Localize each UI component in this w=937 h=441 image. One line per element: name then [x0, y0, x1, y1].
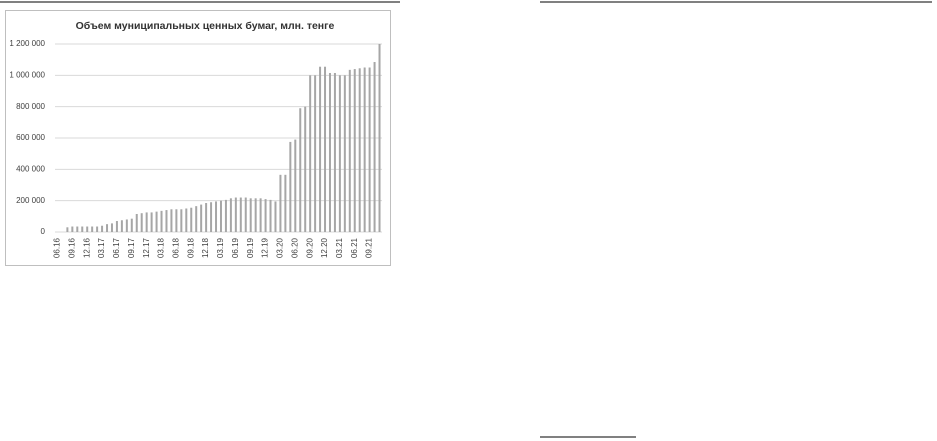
- bar: [91, 226, 94, 232]
- bar: [328, 72, 331, 232]
- bar: [195, 206, 198, 232]
- bar: [215, 201, 218, 232]
- bar: [71, 226, 74, 232]
- x-tick-label: 06.16: [53, 237, 62, 258]
- bar: [165, 210, 168, 232]
- bar: [125, 219, 128, 232]
- bar: [269, 199, 272, 232]
- bar: [210, 202, 213, 232]
- bar: [314, 75, 317, 232]
- x-tick-label: 12.17: [142, 237, 151, 258]
- x-tick-label: 03.20: [276, 237, 285, 258]
- bar: [175, 209, 178, 232]
- bar: [224, 199, 227, 232]
- x-tick-label: 06.19: [231, 237, 240, 258]
- bar: [110, 223, 113, 232]
- x-tick-label: 09.20: [305, 237, 314, 258]
- x-tick-label: 09.19: [246, 237, 255, 258]
- bar: [205, 203, 208, 232]
- bar: [190, 207, 193, 232]
- y-tick-label: 200 000: [16, 196, 45, 205]
- bar: [264, 199, 267, 232]
- x-tick-label: 09.21: [365, 237, 374, 258]
- bar: [373, 62, 376, 233]
- bar: [120, 220, 123, 232]
- bar: [81, 226, 84, 232]
- bar: [234, 197, 237, 232]
- bar: [343, 75, 346, 232]
- bar: [358, 68, 361, 233]
- bar: [66, 227, 69, 232]
- bar: [319, 66, 322, 232]
- bar: [160, 210, 163, 232]
- bar: [200, 204, 203, 232]
- x-tick-label: 06.21: [350, 237, 359, 258]
- bar: [219, 200, 222, 232]
- bar: [378, 44, 381, 232]
- bar: [284, 174, 287, 232]
- x-tick-label: 06.17: [112, 237, 121, 258]
- x-tick-label: 09.16: [67, 237, 76, 258]
- bar: [106, 224, 109, 232]
- bar: [304, 106, 307, 232]
- bar: [76, 226, 79, 232]
- bar: [259, 198, 262, 232]
- bar: [145, 212, 148, 232]
- x-tick-label: 03.18: [157, 237, 166, 258]
- bar: [115, 221, 118, 232]
- x-tick-label: 12.19: [261, 237, 270, 258]
- bar: [353, 69, 356, 232]
- y-tick-label: 800 000: [16, 102, 45, 111]
- y-tick-label: 400 000: [16, 164, 45, 173]
- bar: [135, 213, 138, 232]
- bar: [170, 209, 173, 232]
- x-tick-label: 12.20: [320, 237, 329, 258]
- bar: [348, 69, 351, 232]
- bar: [338, 75, 341, 232]
- bar: [239, 197, 242, 232]
- bar: [130, 218, 133, 232]
- bar: [96, 226, 99, 232]
- bar: [101, 225, 104, 232]
- bar: [244, 197, 247, 232]
- bar: [254, 198, 257, 232]
- bar: [180, 209, 183, 232]
- x-tick-label: 06.18: [171, 237, 180, 258]
- bar: [294, 139, 297, 232]
- chart-title: Объем муниципальных ценных бумаг, млн. т…: [76, 20, 335, 32]
- x-tick-label: 09.17: [127, 237, 136, 258]
- bar: [333, 72, 336, 232]
- x-tick-label: 03.21: [335, 237, 344, 258]
- x-tick-label: 03.17: [97, 237, 106, 258]
- bar: [279, 174, 282, 232]
- x-tick-label: 03.19: [216, 237, 225, 258]
- bar: [249, 198, 252, 232]
- y-tick-label: 600 000: [16, 133, 45, 142]
- x-tick-label: 12.18: [201, 237, 210, 258]
- bar: [363, 67, 366, 232]
- bar: [299, 108, 302, 232]
- y-tick-label: 0: [41, 227, 46, 236]
- x-tick-label: 06.20: [290, 237, 299, 258]
- bar: [229, 198, 232, 232]
- y-tick-label: 1 200 000: [9, 39, 45, 48]
- bar: [309, 75, 312, 232]
- bar: [368, 67, 371, 232]
- bar: [274, 201, 277, 232]
- bar: [155, 211, 158, 232]
- y-tick-label: 1 000 000: [9, 70, 45, 79]
- bar: [86, 226, 89, 232]
- bar: [289, 141, 292, 232]
- x-tick-label: 09.18: [186, 237, 195, 258]
- bar: [324, 66, 327, 232]
- x-tick-label: 12.16: [82, 237, 91, 258]
- bar: [150, 212, 153, 232]
- bar: [140, 213, 143, 232]
- bar: [185, 208, 188, 232]
